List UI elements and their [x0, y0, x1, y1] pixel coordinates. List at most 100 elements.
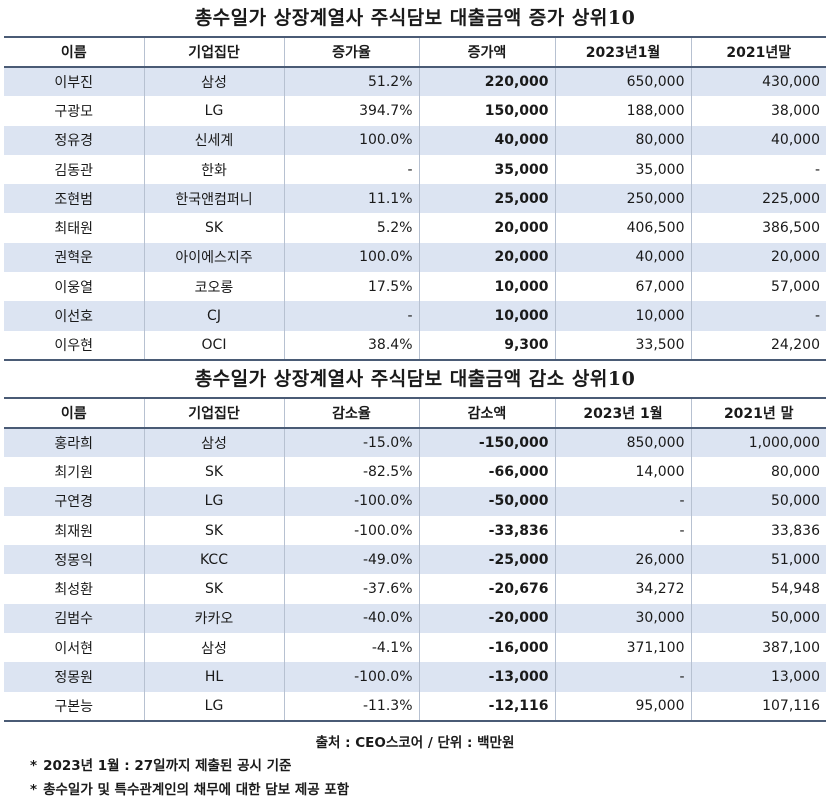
cell-rate: 11.1%	[283, 184, 419, 214]
table-row: 구연경 LG -100.0% -50,000-50,000	[4, 486, 826, 516]
table-row: 최재원 SK -100.0% -33,836-33,836	[4, 515, 826, 546]
column-header-rate: 감소율	[283, 396, 419, 429]
cell-2021-end: 387,100	[690, 633, 826, 663]
cell-rate: -82.5%	[283, 457, 419, 487]
cell-2023-jan: 850,000	[554, 427, 691, 458]
cell-2021-end: 33,836	[690, 515, 826, 546]
cell-2023-jan: 10,000	[554, 301, 691, 331]
cell-2023-jan: 35,000	[554, 154, 691, 185]
table-row: 최태원 SK 5.2% 20,000 406,500 386,500	[4, 213, 826, 243]
cell-2021-end: 54,948	[690, 574, 826, 604]
increase-header-row: 이름 기업집단 증가율 증가액 2023년1월 2021년말	[4, 36, 826, 68]
cell-rate: 38.4%	[283, 330, 419, 361]
cell-2021-end: 225,000	[690, 184, 826, 214]
cell-2021-end: 51,000	[690, 545, 826, 575]
table-row: 홍라희 삼성 -15.0% -150,000 850,000 1,000,000	[4, 427, 826, 458]
cell-name: 정유경	[54, 133, 94, 150]
column-header-2023-jan: 2023년1월	[554, 36, 691, 68]
cell-amount: 40,000	[418, 125, 555, 155]
cell-name: 정몽원	[54, 669, 94, 686]
cell-amount: 20,000	[418, 213, 555, 243]
cell-group: 아이에스지주	[143, 242, 284, 273]
decrease-header-row: 이름 기업집단 감소율 감소액 2023년 1월 2021년 말	[4, 396, 826, 429]
cell-group: 삼성	[143, 427, 284, 458]
cell-rate: -	[283, 154, 419, 185]
cell-name: 이서현	[54, 640, 94, 657]
column-header-2021-end: 2021년말	[690, 36, 826, 68]
cell-2021-end: 50,000	[690, 603, 826, 634]
table-row: 권혁운 아이에스지주 100.0% 20,000 40,000 20,000	[4, 242, 826, 273]
column-header-amount: 증가액	[418, 36, 555, 68]
cell-2023-jan: 30,000	[554, 603, 691, 634]
cell-group: SK	[143, 213, 284, 243]
table-row: 구광모 LG 394.7% 150,000 188,000 38,000	[4, 96, 826, 126]
cell-group: LG	[143, 96, 284, 126]
cell-name: 최태원	[54, 221, 94, 238]
cell-amount: -150,000	[418, 427, 555, 458]
cell-2021-end: 57,000	[690, 272, 826, 302]
cell-amount: -66,000	[418, 457, 555, 487]
cell-name: 구광모	[54, 103, 94, 120]
decrease-table-title: 총수일가 상장계열사 주식담보 대출금액 감소 상위10	[194, 367, 636, 390]
cell-name: 구연경	[54, 494, 94, 511]
cell-rate: 100.0%	[283, 125, 419, 155]
cell-group: SK	[143, 515, 284, 546]
column-header-group: 기업집단	[143, 36, 284, 68]
cell-rate: -100.0%	[283, 486, 419, 516]
cell-group: KCC	[143, 545, 284, 575]
cell-name: 정몽익	[54, 552, 94, 569]
table-row: 이서현 삼성 -4.1% -16,000 371,100 387,100	[4, 633, 826, 663]
cell-2021-end: 107,116	[690, 691, 826, 722]
cell-amount: -13,000	[418, 662, 555, 692]
cell-name: 홍라희	[54, 436, 94, 453]
column-header-amount: 감소액	[418, 396, 555, 429]
table-row: 이선호 CJ -10,000 10,000-	[4, 301, 826, 331]
column-header-name: 이름	[4, 36, 144, 68]
cell-name: 조현범	[54, 191, 94, 208]
cell-group: CJ	[143, 301, 284, 331]
cell-name: 이우현	[4, 330, 144, 361]
table-row: 조현범 한국앤컴퍼니 11.1% 25,000 250,000 225,000	[4, 184, 826, 214]
cell-2021-end: 40,000	[690, 125, 826, 155]
cell-2023-jan: 371,100	[554, 633, 691, 663]
cell-name: 최기원	[54, 464, 94, 481]
cell-2021-end: 20,000	[690, 242, 826, 273]
table-row: 최성환 SK -37.6% -20,676 34,272 54,948	[4, 574, 826, 604]
cell-2021-end: 24,200	[690, 330, 826, 361]
cell-2023-jan: 40,000	[554, 242, 691, 273]
increase-table: 이름 기업집단 증가율 증가액 2023년1월 2021년말 이부진 삼성 51.2…	[4, 36, 826, 361]
table-row: 김동관 한화 -35,000 35,000-	[4, 154, 826, 185]
cell-2023-jan: -	[554, 486, 691, 516]
cell-group: 삼성	[143, 67, 284, 97]
cell-name: 최성환	[54, 582, 94, 599]
cell-name: 이선호	[54, 309, 94, 326]
cell-2023-jan: -	[554, 662, 691, 692]
cell-rate: -37.6%	[283, 574, 419, 604]
cell-group: 카카오	[143, 603, 284, 634]
cell-2021-end: 386,500	[690, 213, 826, 243]
cell-rate: 100.0%	[283, 242, 419, 273]
table-row: 구본능 LG -11.3% -12,116 95,000 107,116	[4, 691, 826, 722]
cell-name: 구본능	[4, 691, 144, 722]
cell-rate: 5.2%	[283, 213, 419, 243]
footnote-text: 2023년 1월 : 27일까지 제출된 공시 기준	[43, 757, 292, 774]
cell-amount: 10,000	[418, 272, 555, 302]
cell-amount: -25,000	[418, 545, 555, 575]
cell-2023-jan: 250,000	[554, 184, 691, 214]
cell-2023-jan: 33,500	[554, 330, 691, 361]
cell-group: LG	[143, 486, 284, 516]
table-row: 이부진 삼성 51.2% 220,000 650,000 430,000	[4, 67, 826, 97]
cell-rate: -40.0%	[283, 603, 419, 634]
cell-amount: 25,000	[418, 184, 555, 214]
cell-2023-jan: -	[554, 515, 691, 546]
footnote: * 총수일가 및 특수관계인의 채무에 대한 담보 제공 포함	[30, 778, 830, 802]
cell-amount: 150,000	[418, 96, 555, 126]
cell-2021-end: 430,000	[690, 67, 826, 97]
table-row: 이우현 OCI 38.4% 9,300 33,500 24,200	[4, 330, 826, 361]
cell-2023-jan: 14,000	[554, 457, 691, 487]
cell-rate: 394.7%	[283, 96, 419, 126]
table-row: 최기원 SK -82.5% -66,000 14,000 80,000	[4, 457, 826, 487]
cell-2021-end: 50,000	[690, 486, 826, 516]
column-header-group: 기업집단	[143, 396, 284, 429]
